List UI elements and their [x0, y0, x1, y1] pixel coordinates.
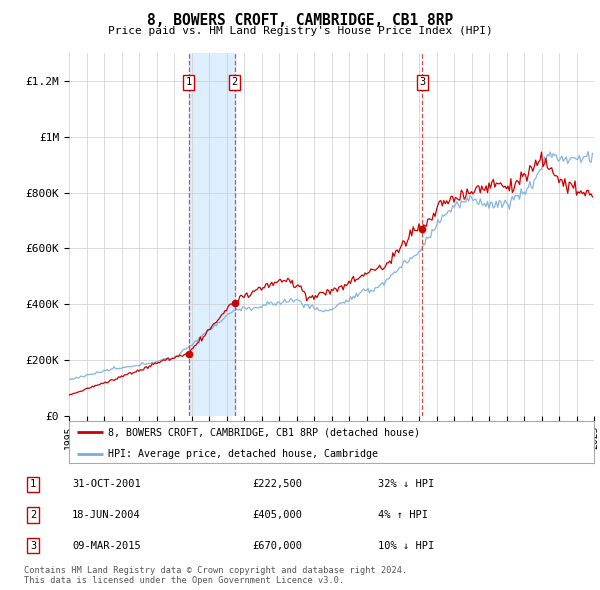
- Text: 3: 3: [419, 77, 425, 87]
- Text: 1: 1: [185, 77, 191, 87]
- Text: 1: 1: [30, 480, 36, 489]
- Text: Price paid vs. HM Land Registry's House Price Index (HPI): Price paid vs. HM Land Registry's House …: [107, 26, 493, 36]
- Text: 2: 2: [232, 77, 238, 87]
- Text: 3: 3: [30, 541, 36, 550]
- Text: £222,500: £222,500: [252, 480, 302, 489]
- Text: HPI: Average price, detached house, Cambridge: HPI: Average price, detached house, Camb…: [109, 449, 379, 459]
- Text: 31-OCT-2001: 31-OCT-2001: [72, 480, 141, 489]
- Text: 4% ↑ HPI: 4% ↑ HPI: [378, 510, 428, 520]
- Text: 2: 2: [30, 510, 36, 520]
- Text: 10% ↓ HPI: 10% ↓ HPI: [378, 541, 434, 550]
- Text: 18-JUN-2004: 18-JUN-2004: [72, 510, 141, 520]
- Bar: [188, 53, 235, 416]
- Text: £670,000: £670,000: [252, 541, 302, 550]
- Text: 8, BOWERS CROFT, CAMBRIDGE, CB1 8RP (detached house): 8, BOWERS CROFT, CAMBRIDGE, CB1 8RP (det…: [109, 427, 421, 437]
- Text: Contains HM Land Registry data © Crown copyright and database right 2024.
This d: Contains HM Land Registry data © Crown c…: [24, 566, 407, 585]
- Text: 09-MAR-2015: 09-MAR-2015: [72, 541, 141, 550]
- Text: 32% ↓ HPI: 32% ↓ HPI: [378, 480, 434, 489]
- Text: £405,000: £405,000: [252, 510, 302, 520]
- Text: 8, BOWERS CROFT, CAMBRIDGE, CB1 8RP: 8, BOWERS CROFT, CAMBRIDGE, CB1 8RP: [147, 13, 453, 28]
